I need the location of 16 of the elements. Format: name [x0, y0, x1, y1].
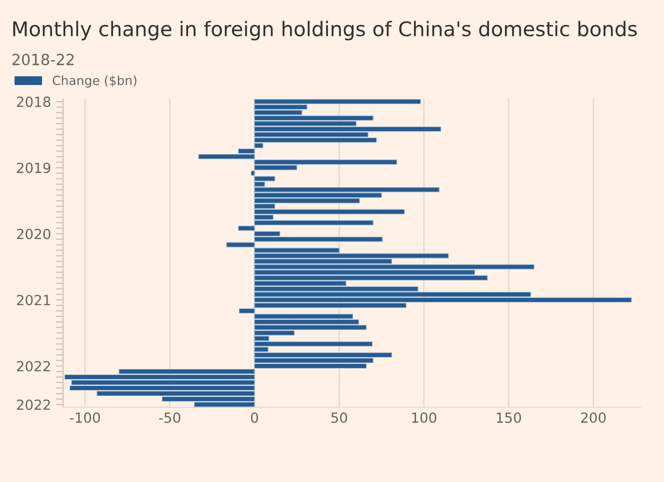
x-tick-label: 150 — [496, 412, 521, 423]
x-tick-label: -100 — [70, 412, 100, 423]
y-tick-label: 2019 — [16, 162, 50, 174]
y-tick-label: 2021 — [16, 294, 50, 306]
x-tick-label: 50 — [331, 412, 348, 423]
x-tick-label: 200 — [581, 412, 606, 423]
chart-subtitle: 2018-22 — [12, 54, 74, 66]
x-tick-label: -50 — [159, 412, 180, 423]
x-tick-label: 0 — [251, 412, 258, 423]
legend-label: Change ($bn) — [52, 75, 136, 88]
y-tick-label: 2022 — [16, 360, 50, 372]
y-tick-label: 2022 — [16, 400, 50, 410]
chart-title: Monthly change in foreign holdings of China's domestic bonds — [13, 20, 637, 40]
x-tick-label: 100 — [412, 412, 436, 423]
y-tick-label: 2018 — [16, 96, 50, 108]
y-tick-label: 2020 — [16, 228, 50, 240]
